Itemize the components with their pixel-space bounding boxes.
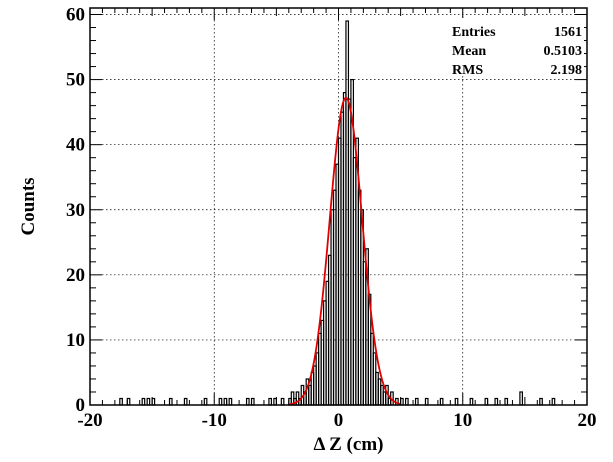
x-axis-label: Δ Z (cm) (314, 434, 384, 455)
histogram-bin (439, 397, 444, 406)
stat-label-rms: RMS (452, 63, 483, 78)
stat-label-mean: Mean (452, 44, 486, 59)
histogram-bin (494, 397, 499, 406)
histogram-bin (218, 397, 223, 406)
histogram-bin (469, 397, 474, 406)
x-tick-label: 10 (453, 410, 472, 431)
histogram-bin (168, 397, 173, 406)
y-axis-label: Counts (18, 177, 39, 235)
stat-value-rms: 2.198 (551, 63, 583, 78)
x-tick-label: 20 (578, 410, 597, 431)
histogram-bin (228, 397, 233, 406)
histogram-bin (203, 397, 208, 406)
y-tick-label: 30 (66, 200, 85, 221)
histogram-bin (141, 397, 146, 406)
x-tick-label: -20 (77, 410, 102, 431)
gaussian-fit-series (288, 96, 401, 406)
histogram-bin (504, 397, 509, 406)
y-tick-label: 40 (66, 135, 85, 156)
histogram-bin (551, 397, 556, 406)
histogram-bin (280, 397, 285, 406)
histogram-bin (404, 397, 409, 406)
histogram-series (119, 20, 556, 406)
tick-labels: -20 -10 0 10 20 0 10 20 30 40 50 60 (66, 5, 597, 431)
histogram-bin (119, 397, 123, 406)
histogram-bin (268, 397, 273, 406)
histogram-bin (146, 397, 151, 406)
histogram-bin (183, 397, 188, 406)
stats-box: Entries 1561 Mean 0.5103 RMS 2.198 (448, 18, 584, 78)
y-tick-label: 50 (66, 70, 85, 91)
stats-box-frame (448, 18, 584, 76)
histogram-bin (454, 397, 459, 406)
histogram-bin (519, 391, 523, 406)
x-tick-label: 0 (334, 410, 344, 431)
histogram-bin (245, 397, 250, 406)
y-tick-label: 10 (66, 330, 85, 351)
y-tick-label: 60 (66, 5, 85, 26)
x-tick-label: -10 (202, 410, 227, 431)
stat-value-mean: 0.5103 (544, 44, 583, 59)
axis-ticks (89, 8, 588, 406)
histogram-bin (539, 397, 543, 406)
gaussian-fit-curve (288, 96, 401, 406)
y-tick-label: 0 (76, 395, 86, 416)
histogram-bin (414, 397, 419, 406)
stat-value-entries: 1561 (554, 25, 582, 40)
stat-label-entries: Entries (452, 25, 496, 40)
y-tick-label: 20 (66, 265, 85, 286)
